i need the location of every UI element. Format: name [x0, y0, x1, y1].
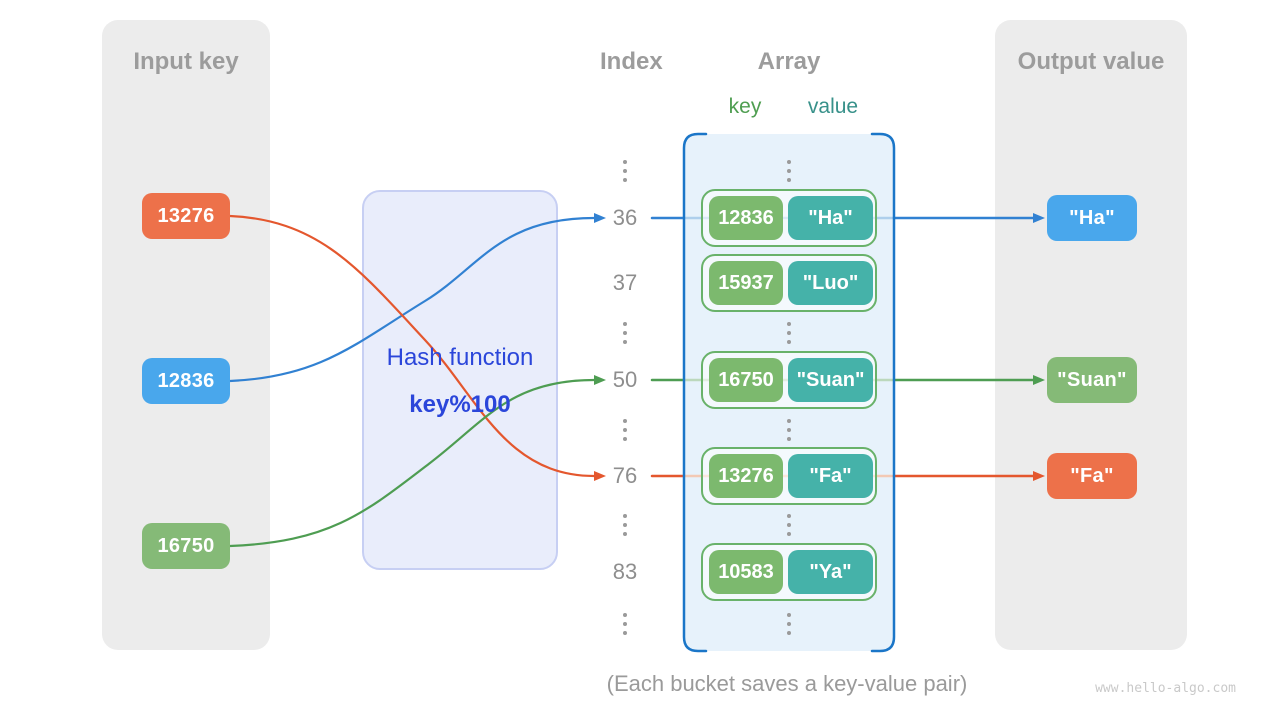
arrowhead-blue-to-index [594, 213, 606, 223]
array-header: Array [757, 48, 821, 75]
bucket-row: 15937 "Luo" [701, 254, 877, 312]
output-panel-title: Output value [1017, 48, 1165, 75]
vertical-ellipsis [622, 319, 628, 346]
input-key-box: 12836 [142, 358, 230, 404]
output-value-panel [995, 20, 1187, 650]
output-value-box: "Suan" [1047, 357, 1137, 403]
bucket-key-box: 13276 [709, 454, 783, 498]
input-key-box: 13276 [142, 193, 230, 239]
watermark: www.hello-algo.com [1095, 681, 1236, 696]
caption: (Each bucket saves a key-value pair) [606, 671, 968, 696]
bucket-key-box: 15937 [709, 261, 783, 305]
index-label: 37 [612, 270, 638, 295]
output-value-box: "Ha" [1047, 195, 1137, 241]
bucket-key-box: 16750 [709, 358, 783, 402]
hash-function-formula: key%100 [409, 391, 511, 418]
bucket-key-box: 10583 [709, 550, 783, 594]
input-key-box: 16750 [142, 523, 230, 569]
bucket-value-box: "Ya" [788, 550, 873, 594]
vertical-ellipsis [622, 610, 628, 637]
curve-arrow-green [229, 378, 595, 548]
index-header: Index [600, 48, 663, 75]
key-column-label: key [728, 95, 762, 118]
bucket-value-box: "Ha" [788, 196, 873, 240]
array-bracket-border [682, 132, 896, 653]
curve-arrow-orange [229, 214, 595, 478]
bucket-key-box: 12836 [709, 196, 783, 240]
index-label: 76 [612, 463, 638, 488]
arrowhead-orange-to-index [594, 471, 606, 481]
bucket-value-box: "Fa" [788, 454, 873, 498]
vertical-ellipsis [622, 511, 628, 538]
bucket-row: 12836 "Ha" [701, 189, 877, 247]
vertical-ellipsis [786, 610, 792, 637]
hash-function-title: Hash function [386, 344, 534, 371]
vertical-ellipsis [622, 157, 628, 184]
bucket-row: 16750 "Suan" [701, 351, 877, 409]
value-column-label: value [807, 95, 859, 118]
vertical-ellipsis [786, 511, 792, 538]
bucket-row: 10583 "Ya" [701, 543, 877, 601]
index-label: 50 [612, 367, 638, 392]
vertical-ellipsis [786, 157, 792, 184]
bucket-value-box: "Suan" [788, 358, 873, 402]
curve-arrow-blue [229, 216, 595, 383]
bucket-row: 13276 "Fa" [701, 447, 877, 505]
vertical-ellipsis [786, 416, 792, 443]
bucket-value-box: "Luo" [788, 261, 873, 305]
index-label: 36 [612, 205, 638, 230]
index-label: 83 [612, 559, 638, 584]
output-value-box: "Fa" [1047, 453, 1137, 499]
hash-function-box [362, 190, 558, 570]
vertical-ellipsis [786, 319, 792, 346]
vertical-ellipsis [622, 416, 628, 443]
input-panel-title: Input key [133, 48, 239, 75]
arrowhead-green-to-index [594, 375, 606, 385]
